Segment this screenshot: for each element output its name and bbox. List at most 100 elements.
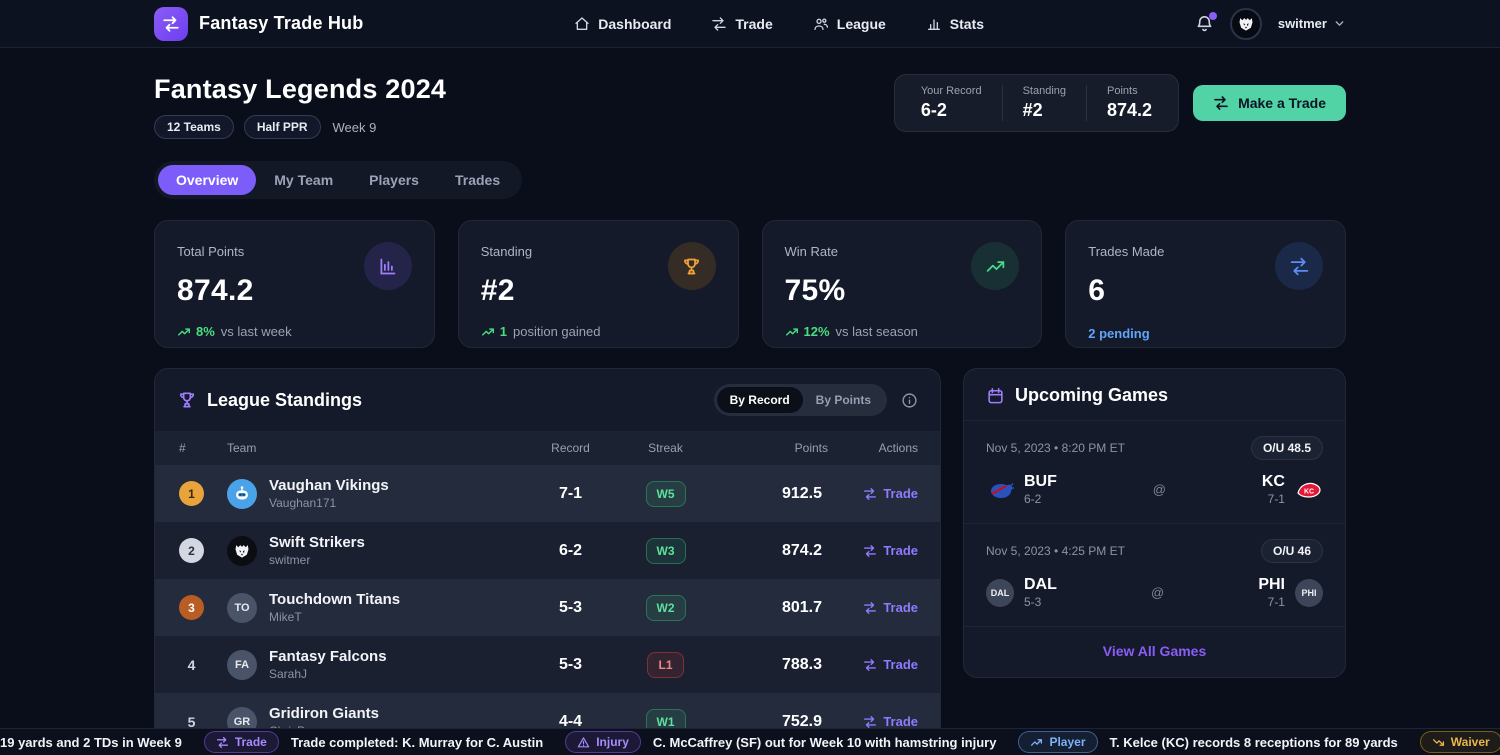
toggle-by-points[interactable]: By Points (815, 393, 871, 407)
team-points: 801.7 (781, 598, 822, 616)
team-logo-buf (986, 476, 1014, 504)
trade-action-button[interactable]: Trade (863, 600, 918, 615)
team-owner: Vaughan171 (269, 496, 337, 510)
rank-badge: 5 (187, 713, 196, 730)
team-record: 5-3 (558, 598, 583, 616)
game-row[interactable]: Nov 5, 2023 • 8:20 PM ET O/U 48.5 BUF 6-… (964, 420, 1345, 523)
home-team-abbr: KC (1261, 473, 1285, 490)
scoring-badge: Half PPR (243, 115, 321, 139)
swap-icon (1275, 242, 1323, 290)
svg-text:KC: KC (1304, 488, 1314, 495)
streak-badge: W2 (645, 594, 686, 621)
home-icon (574, 16, 590, 32)
view-all-games-link[interactable]: View All Games (1102, 643, 1207, 659)
points-label: Points (1107, 85, 1138, 97)
table-row[interactable]: 1 Vaughan Vikings Vaughan171 7-1 W5 912.… (155, 465, 940, 522)
stat-value: 874.2 (177, 274, 254, 307)
main-nav: Dashboard Trade League Stats (574, 16, 984, 32)
team-record: 5-3 (558, 655, 583, 673)
team-avatar-initials: TO (227, 592, 257, 623)
stat-value: #2 (480, 274, 515, 307)
team-name: Swift Strikers (269, 534, 365, 551)
trend-text: vs last week (220, 324, 292, 339)
trend-up-icon: 8% (177, 324, 215, 339)
team-logo-kc: KC (1295, 476, 1323, 504)
bar-chart-icon (363, 242, 412, 290)
trade-action-button[interactable]: Trade (863, 657, 918, 672)
team-name: Touchdown Titans (269, 591, 401, 608)
make-trade-button[interactable]: Make a Trade (1193, 85, 1346, 121)
standing-value: #2 (1022, 100, 1043, 120)
record-label: Your Record (920, 85, 982, 97)
app-title: Fantasy Trade Hub (199, 13, 364, 33)
tab-trades[interactable]: Trades (454, 172, 501, 188)
at-symbol: @ (1151, 585, 1165, 600)
stat-card-win-rate: Win Rate 75% 12% vs last season (761, 220, 1043, 348)
team-name: Fantasy Falcons (269, 648, 387, 665)
nav-item-trade[interactable]: Trade (711, 16, 773, 32)
users-icon (813, 16, 829, 32)
rank-badge: 1 (179, 481, 204, 506)
game-datetime: Nov 5, 2023 • 8:20 PM ET (986, 441, 1125, 455)
user-avatar[interactable] (1229, 7, 1262, 40)
team-points: 874.2 (781, 541, 822, 559)
notifications-button[interactable] (1195, 12, 1217, 33)
game-datetime: Nov 5, 2023 • 4:25 PM ET (986, 544, 1125, 558)
record-summary-card: Your Record 6-2 Standing #2 Points 874.2 (893, 74, 1180, 132)
notification-dot (1208, 12, 1217, 20)
ticker-text: 19 yards and 2 TDs in Week 9 (0, 734, 182, 750)
nav-item-dashboard[interactable]: Dashboard (574, 16, 671, 32)
trade-action-button[interactable]: Trade (863, 543, 918, 558)
chevron-down-icon (1333, 17, 1346, 30)
points-value: 874.2 (1107, 100, 1153, 120)
team-name: Vaughan Vikings (269, 477, 389, 494)
away-team-record: 6-2 (1024, 492, 1042, 506)
tab-players[interactable]: Players (369, 172, 419, 188)
trophy-icon (177, 390, 197, 410)
tab-overview[interactable]: Overview (158, 165, 257, 195)
pending-trades-link[interactable]: 2 pending (1088, 326, 1150, 341)
over-under-badge: O/U 48.5 (1250, 436, 1323, 460)
rank-badge: 3 (179, 595, 204, 620)
over-under-badge: O/U 46 (1260, 539, 1323, 563)
swap-icon (711, 16, 727, 32)
user-menu[interactable]: switmer (1278, 16, 1346, 31)
home-team-abbr: PHI (1258, 576, 1285, 593)
nav-item-stats[interactable]: Stats (926, 16, 984, 32)
table-row[interactable]: 4 FA Fantasy Falcons SarahJ 5-3 L1 788.3… (155, 636, 940, 693)
app-logo-swap-icon (154, 6, 188, 41)
col-actions: Actions (878, 441, 918, 455)
team-record: 4-4 (558, 712, 583, 730)
nav-item-league[interactable]: League (813, 16, 886, 32)
team-logo-dal: DAL (986, 578, 1014, 607)
username: switmer (1277, 16, 1327, 31)
col-streak: Streak (648, 441, 683, 455)
standings-title: League Standings (207, 389, 363, 410)
player-badge: Player (1018, 731, 1098, 753)
top-nav: Fantasy Trade Hub Dashboard Trade League (0, 0, 1500, 48)
league-standings-panel: League Standings By Record By Points # T… (154, 368, 941, 751)
team-avatar-initials: FA (227, 649, 257, 680)
page-title: Fantasy Legends 2024 (154, 74, 447, 104)
col-record: Record (551, 441, 590, 455)
stat-label: Total Points (177, 244, 245, 259)
stat-value: 6 (1088, 274, 1106, 307)
team-record: 6-2 (558, 541, 583, 559)
table-row[interactable]: 2 Swift Strikers switmer 6-2 W3 874.2 (155, 522, 940, 579)
brand[interactable]: Fantasy Trade Hub (154, 6, 364, 41)
toggle-by-record[interactable]: By Record (716, 387, 803, 413)
info-icon[interactable] (901, 392, 918, 409)
trade-action-button[interactable]: Trade (863, 486, 918, 501)
table-row[interactable]: 3 TO Touchdown Titans MikeT 5-3 W2 801.7… (155, 579, 940, 636)
trend-up-icon: 12% (785, 324, 830, 339)
trophy-icon (667, 242, 716, 290)
standings-header-row: # Team Record Streak Points Actions (155, 431, 940, 465)
ticker-text: C. McCaffrey (SF) out for Week 10 with h… (652, 734, 997, 750)
stat-label: Standing (480, 244, 533, 259)
tab-my-team[interactable]: My Team (274, 172, 334, 188)
trade-action-button[interactable]: Trade (863, 714, 918, 729)
away-team-abbr: BUF (1024, 473, 1057, 490)
col-points: Points (794, 441, 828, 455)
ticker-text: Trade completed: K. Murray for C. Austin (290, 734, 544, 750)
game-row[interactable]: Nov 5, 2023 • 4:25 PM ET O/U 46 DAL DAL … (964, 523, 1345, 626)
